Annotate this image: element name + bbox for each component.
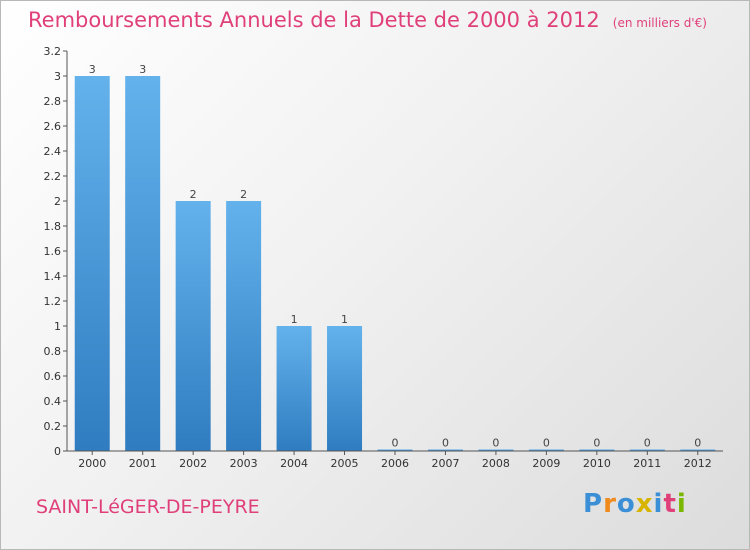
logo-letter: o — [616, 489, 636, 519]
logo-letter: r — [603, 489, 617, 519]
data-label: 0 — [543, 437, 550, 450]
bar — [226, 201, 262, 451]
axes-group: 0 0.2 0.4 0.6 0.8 1 1.2 1.4 1.6 1.8 2 2.2 2.4 2.6 2.8 3… — [44, 45, 723, 470]
logo-letter: P — [583, 489, 604, 519]
chart-title: Remboursements Annuels de la Dette de 20… — [28, 8, 600, 32]
y-tick-label: 1 — [54, 320, 61, 333]
bar — [629, 449, 665, 451]
data-label: 0 — [442, 437, 449, 450]
data-label: 0 — [644, 437, 651, 450]
y-tick-label: 0.4 — [44, 395, 62, 408]
data-label: 3 — [89, 63, 96, 76]
bar — [427, 449, 463, 451]
bar — [680, 449, 716, 451]
x-tick-label: 2011 — [633, 457, 661, 470]
bar — [377, 449, 413, 451]
y-tick-label: 1.8 — [44, 220, 62, 233]
x-tick-label: 2003 — [230, 457, 258, 470]
data-label: 0 — [392, 437, 399, 450]
logo-letter: x — [635, 489, 654, 519]
x-tick-label: 2005 — [331, 457, 359, 470]
bar — [327, 326, 363, 451]
y-tick-label: 0.8 — [44, 345, 62, 358]
data-label: 1 — [291, 313, 298, 326]
y-tick-label: 0.2 — [44, 420, 62, 433]
bar — [528, 449, 564, 451]
y-tick-label: 3.2 — [44, 45, 62, 58]
y-tick-label: 2 — [54, 195, 61, 208]
data-label: 1 — [341, 313, 348, 326]
bar — [276, 326, 312, 451]
x-tick-label: 2007 — [431, 457, 459, 470]
data-label: 0 — [694, 437, 701, 450]
y-tick-label: 1.6 — [44, 245, 62, 258]
x-tick-label: 2012 — [684, 457, 712, 470]
bar — [74, 76, 110, 451]
bars-group: 3 3 2 2 1 1 0 0 0 0 0 0 0 — [74, 63, 716, 451]
data-label: 0 — [593, 437, 600, 450]
data-label: 3 — [139, 63, 146, 76]
x-tick-label: 2001 — [129, 457, 157, 470]
bar — [125, 76, 161, 451]
logo-letter: i — [653, 489, 664, 519]
x-tick-label: 2009 — [532, 457, 560, 470]
bar — [478, 449, 514, 451]
bar — [175, 201, 211, 451]
y-tick-label: 0 — [54, 445, 61, 458]
data-label: 2 — [190, 188, 197, 201]
x-tick-label: 2002 — [179, 457, 207, 470]
y-tick-label: 1.4 — [44, 270, 62, 283]
y-tick-label: 2.8 — [44, 95, 62, 108]
bar — [579, 449, 615, 451]
logo-letter: i — [676, 489, 687, 519]
x-tick-label: 2010 — [583, 457, 611, 470]
commune-name: SAINT-LéGER-DE-PEYRE — [36, 496, 260, 518]
x-tick-label: 2004 — [280, 457, 308, 470]
data-label: 0 — [492, 437, 499, 450]
y-tick-label: 2.4 — [44, 145, 62, 158]
y-tick-label: 3 — [54, 70, 61, 83]
y-tick-label: 2.6 — [44, 120, 62, 133]
title-block: Remboursements Annuels de la Dette de 20… — [28, 8, 707, 32]
x-tick-label: 2008 — [482, 457, 510, 470]
chart-subtitle: (en milliers d'€) — [612, 16, 707, 30]
y-tick-label: 0.6 — [44, 370, 62, 383]
data-label: 2 — [240, 188, 247, 201]
x-tick-label: 2006 — [381, 457, 409, 470]
logo-letter: t — [663, 489, 677, 519]
y-tick-label: 2.2 — [44, 170, 62, 183]
y-tick-label: 1.2 — [44, 295, 62, 308]
x-tick-label: 2000 — [78, 457, 106, 470]
proxiti-logo[interactable]: Proxiti — [583, 489, 687, 519]
